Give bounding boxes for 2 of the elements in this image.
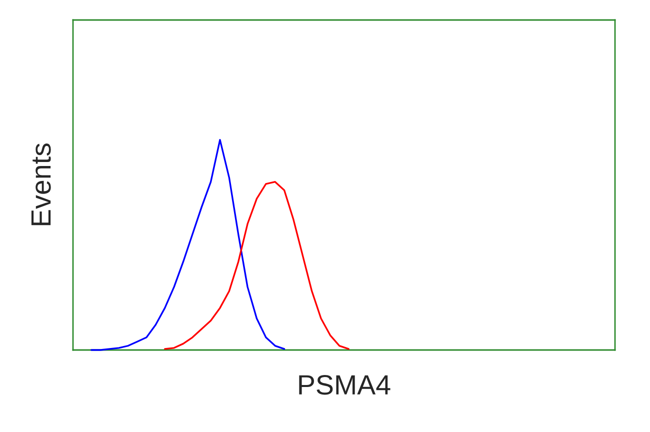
x-axis-title: PSMA4 <box>299 375 390 395</box>
y-axis-title: Events <box>31 144 51 226</box>
